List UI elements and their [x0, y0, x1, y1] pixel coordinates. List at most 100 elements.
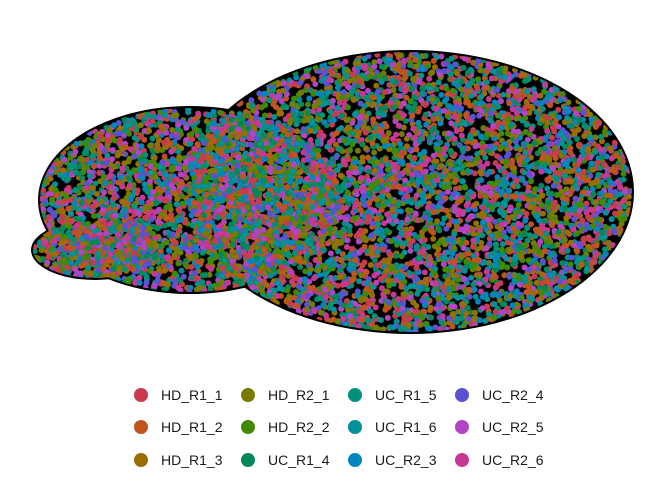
point-HD_R1_3	[367, 262, 374, 268]
point-UC_R2_5	[448, 120, 455, 127]
point-UC_R2_6	[390, 291, 397, 298]
point-HD_R1_3	[445, 294, 452, 301]
point-UC_R2_5	[327, 250, 334, 257]
point-HD_R1_3	[427, 304, 434, 311]
point-HD_R1_3	[386, 256, 393, 263]
point-UC_R1_5	[458, 120, 465, 127]
point-UC_R2_6	[311, 275, 317, 282]
point-HD_R1_1	[614, 164, 621, 171]
point-UC_R1_5	[364, 317, 371, 324]
point-UC_R1_6	[336, 163, 343, 169]
point-UC_R2_6	[371, 272, 378, 279]
point-UC_R2_5	[508, 285, 514, 292]
point-HD_R2_2	[503, 158, 510, 165]
point-UC_R2_3	[489, 232, 495, 239]
point-UC_R2_6	[529, 97, 536, 103]
point-HD_R2_1	[472, 160, 479, 167]
point-HD_R1_3	[478, 170, 485, 177]
point-UC_R1_5	[270, 86, 277, 93]
point-UC_R2_5	[347, 313, 353, 320]
point-UC_R1_6	[522, 150, 529, 157]
point-UC_R1_4	[393, 252, 400, 259]
point-HD_R2_1	[519, 249, 526, 256]
point-UC_R2_6	[485, 96, 492, 102]
point-HD_R1_1	[523, 210, 530, 217]
point-UC_R1_6	[374, 249, 381, 255]
point-UC_R2_3	[475, 298, 481, 305]
point-UC_R1_6	[616, 191, 623, 198]
point-HD_R1_3	[476, 212, 483, 219]
point-UC_R2_3	[589, 186, 596, 192]
point-HD_R1_1	[601, 161, 608, 168]
point-UC_R2_4	[572, 195, 579, 202]
point-UC_R1_5	[467, 80, 474, 87]
point-UC_R1_4	[555, 228, 562, 235]
point-UC_R1_6	[451, 231, 457, 238]
point-UC_R2_3	[588, 160, 595, 167]
point-UC_R1_6	[586, 134, 593, 141]
point-UC_R1_6	[391, 213, 398, 220]
point-UC_R1_5	[598, 133, 605, 140]
point-HD_R1_1	[606, 230, 613, 237]
point-UC_R2_5	[510, 128, 517, 135]
point-HD_R1_1	[394, 307, 401, 314]
point-UC_R2_3	[386, 56, 393, 63]
point-UC_R2_6	[342, 205, 349, 212]
point-UC_R1_6	[401, 249, 408, 256]
point-UC_R1_5	[292, 115, 299, 122]
point-UC_R1_6	[320, 75, 327, 82]
point-UC_R2_3	[354, 292, 361, 299]
point-HD_R2_2	[284, 287, 291, 294]
point-HD_R1_1	[494, 153, 501, 160]
point-HD_R1_1	[531, 273, 538, 280]
point-UC_R2_4	[375, 88, 382, 95]
point-HD_R2_1	[501, 68, 508, 75]
point-HD_R2_2	[528, 178, 535, 185]
point-UC_R2_5	[385, 217, 392, 224]
point-HD_R2_1	[318, 309, 324, 316]
point-UC_R1_4	[561, 206, 568, 213]
point-UC_R2_3	[398, 220, 404, 227]
point-UC_R1_6	[512, 292, 519, 299]
point-UC_R1_6	[456, 264, 463, 271]
point-HD_R1_3	[479, 149, 485, 156]
point-UC_R2_3	[296, 96, 303, 103]
point-HD_R1_1	[555, 106, 562, 113]
point-UC_R2_5	[445, 130, 452, 137]
point-UC_R2_5	[521, 264, 528, 271]
point-HD_R1_3	[568, 178, 575, 185]
point-UC_R1_5	[486, 311, 492, 318]
point-UC_R2_6	[421, 269, 428, 276]
point-HD_R2_2	[491, 314, 498, 321]
point-UC_R1_6	[271, 113, 278, 120]
point-UC_R1_5	[470, 281, 477, 288]
point-UC_R2_6	[342, 281, 349, 287]
point-UC_R2_5	[476, 280, 483, 287]
point-UC_R2_5	[506, 207, 513, 214]
point-UC_R2_5	[321, 286, 328, 293]
point-HD_R1_2	[547, 102, 554, 109]
point-UC_R2_3	[588, 116, 595, 123]
point-HD_R1_2	[578, 261, 585, 268]
point-HD_R2_2	[435, 295, 442, 302]
point-HD_R2_2	[462, 184, 469, 191]
point-UC_R2_6	[320, 133, 327, 139]
point-HD_R2_1	[561, 236, 568, 243]
point-UC_R1_5	[375, 220, 382, 227]
point-UC_R1_4	[531, 140, 538, 147]
point-HD_R1_1	[411, 155, 418, 162]
point-HD_R1_2	[510, 225, 517, 232]
point-UC_R2_6	[559, 245, 565, 252]
point-UC_R1_4	[464, 195, 471, 202]
point-HD_R1_2	[395, 183, 402, 190]
point-UC_R2_4	[571, 216, 578, 223]
point-UC_R2_3	[565, 157, 571, 164]
point-UC_R2_5	[281, 80, 288, 87]
point-HD_R2_1	[458, 86, 465, 93]
point-HD_R1_2	[525, 184, 532, 191]
point-UC_R2_5	[401, 100, 407, 107]
point-HD_R1_3	[359, 158, 366, 165]
point-HD_R1_3	[385, 192, 392, 199]
point-UC_R1_6	[379, 193, 386, 200]
